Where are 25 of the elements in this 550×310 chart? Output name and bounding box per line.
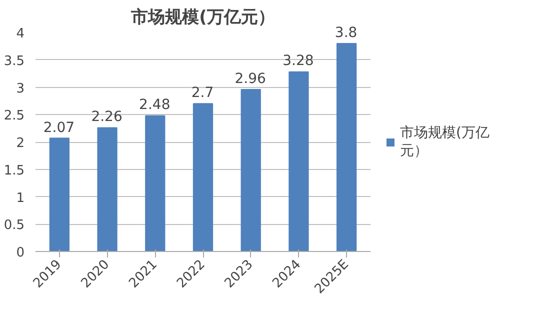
bar [240, 88, 261, 252]
y-tick-label: 3 [16, 81, 25, 96]
bar [192, 103, 214, 252]
bar [97, 127, 118, 252]
data-label: 2.48 [139, 97, 170, 114]
y-tick-label: 0 [16, 246, 25, 260]
chart-title: 市场规模(万亿元） [130, 8, 275, 28]
bar [145, 115, 166, 252]
bar [288, 71, 309, 252]
y-tick-label: 1 [16, 190, 25, 206]
legend-label: 市场规模(万亿元） [400, 124, 490, 160]
data-label: 2.7 [191, 85, 214, 102]
y-tick-label: 0.5 [4, 218, 25, 234]
y-tick-label: 4 [16, 26, 25, 42]
y-tick-label: 1.5 [4, 163, 25, 178]
bar [336, 42, 357, 252]
data-label: 2.07 [43, 120, 75, 136]
data-label: 3.8 [334, 24, 358, 41]
data-label: 3.28 [282, 53, 314, 70]
bar [49, 138, 70, 252]
y-tick-label: 2.5 [4, 108, 25, 124]
y-tick-label: 2 [16, 136, 25, 151]
y-tick-label: 3.5 [4, 54, 25, 69]
data-label: 2.26 [91, 109, 122, 126]
data-label: 2.96 [234, 70, 266, 87]
